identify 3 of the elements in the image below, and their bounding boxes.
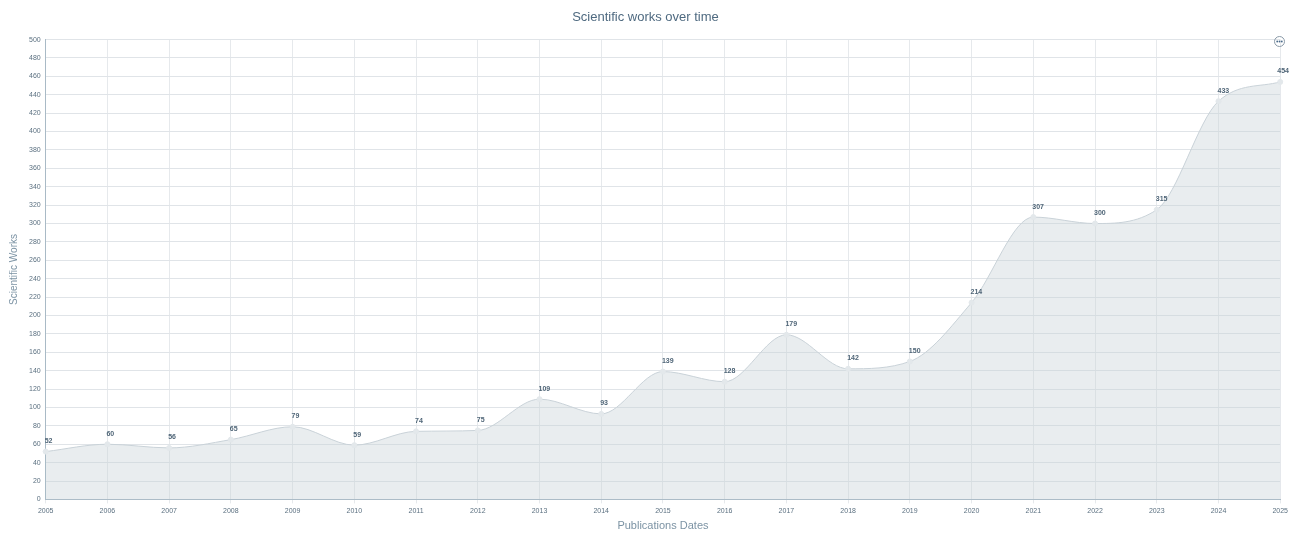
chart-title: Scientific works over time — [572, 9, 719, 25]
y-axis-title: Scientific Works — [7, 234, 19, 305]
x-axis-title: Publications Dates — [617, 519, 709, 532]
